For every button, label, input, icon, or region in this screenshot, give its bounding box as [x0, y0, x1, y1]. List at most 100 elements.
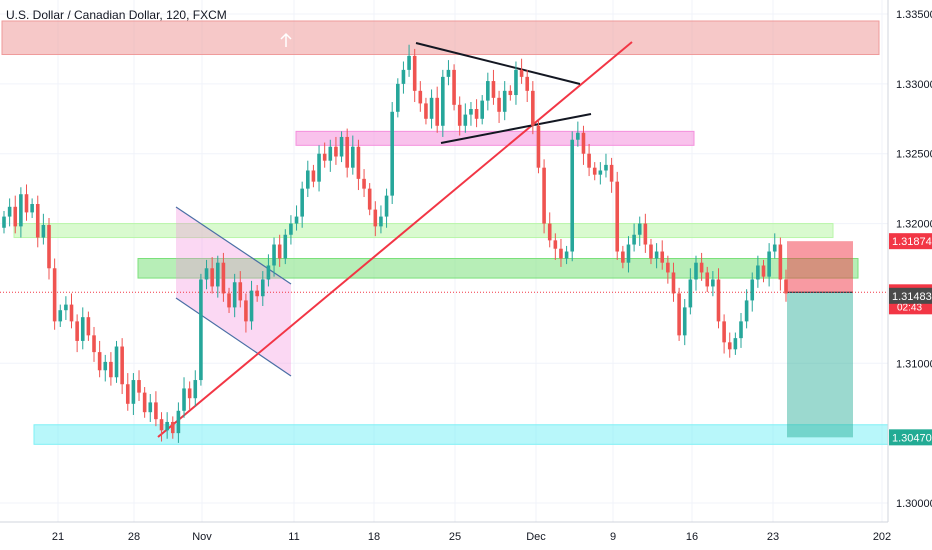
candle-body	[379, 216, 383, 227]
triangle-lower-line	[440, 113, 592, 144]
arrow-up-icon	[280, 32, 292, 47]
candle-body	[412, 55, 417, 91]
candle-body	[536, 125, 541, 168]
candle-body	[232, 282, 237, 308]
candle-body	[547, 223, 552, 241]
price-label-text: 1.31874	[892, 236, 932, 248]
time-tick-label: 21	[52, 531, 64, 543]
candle-body	[58, 310, 63, 322]
candle-body	[429, 97, 434, 119]
candle-body	[272, 244, 276, 266]
candle-body	[542, 167, 546, 224]
price-label-box	[889, 287, 932, 304]
candle-body	[531, 90, 535, 126]
candle-body	[469, 109, 473, 115]
candle-body	[418, 90, 423, 104]
candle-body	[778, 244, 783, 280]
candle-body	[345, 136, 349, 168]
candle-body	[407, 55, 411, 70]
candle-body	[80, 317, 85, 341]
candle-body	[694, 262, 698, 280]
trendline-red	[157, 41, 633, 438]
candle-body	[711, 279, 715, 287]
candle-body	[688, 279, 693, 308]
candle-body	[463, 114, 468, 126]
candle-body	[553, 240, 558, 249]
candle-body	[182, 388, 186, 411]
candle-body	[576, 132, 580, 140]
candle-body	[739, 321, 743, 339]
candle-body	[362, 178, 366, 189]
time-tick-label: 11	[288, 531, 299, 543]
candle-body	[514, 69, 518, 96]
candle-body	[654, 251, 659, 259]
candle-body	[97, 352, 102, 371]
candle-body	[328, 146, 333, 161]
candle-body	[615, 181, 620, 252]
candle-body	[756, 265, 760, 280]
candle-body	[637, 223, 642, 235]
candle-body	[131, 380, 136, 404]
candle-body	[238, 282, 243, 301]
stop-loss-area	[787, 241, 853, 293]
zone-rect	[13, 223, 834, 239]
price-label-box	[889, 233, 932, 250]
candle-body	[666, 262, 670, 273]
candle-body	[452, 69, 456, 105]
countdown-text: 02:43	[897, 302, 922, 313]
candle-body	[367, 188, 372, 210]
candle-body	[486, 81, 490, 101]
candle-body	[255, 290, 259, 297]
candle-body	[187, 388, 192, 399]
candle-body	[227, 293, 231, 308]
candle-body	[52, 268, 57, 322]
candle-body	[384, 195, 389, 217]
price-tick-label: 1.32500	[896, 149, 932, 161]
candle-body	[424, 103, 428, 119]
candle-body	[632, 234, 636, 245]
take-profit-area	[787, 292, 853, 438]
candle-body	[19, 194, 23, 227]
candle-body	[621, 251, 625, 263]
candle-body	[159, 419, 164, 431]
time-tick-label: Dec	[526, 531, 546, 543]
price-tick-label: 1.30000	[896, 498, 932, 510]
candle-body	[570, 139, 575, 252]
candle-body	[300, 188, 304, 217]
candle-body	[396, 83, 400, 112]
candle-body	[283, 234, 288, 259]
candle-body	[334, 146, 338, 157]
candle-body	[193, 380, 198, 399]
time-axis: 21 28 Nov 11 18 25 Dec 9 16 23 202	[52, 531, 891, 543]
price-label-text: 1.31483	[892, 291, 932, 303]
candle-body	[41, 224, 46, 238]
candle-body	[137, 380, 141, 393]
candle-body	[305, 170, 310, 189]
candle-body	[727, 342, 732, 350]
candle-body	[294, 216, 299, 224]
candle-body	[30, 204, 34, 213]
candle-body	[649, 244, 653, 259]
candle-body	[716, 279, 721, 322]
candle-body	[401, 69, 406, 84]
time-tick-label: 23	[767, 531, 779, 543]
candle-body	[103, 361, 108, 371]
time-tick-label: 202	[873, 531, 891, 543]
candle-body	[699, 262, 704, 273]
time-tick-label: 28	[128, 531, 140, 543]
candle-body	[733, 338, 738, 350]
time-tick-label: Nov	[192, 531, 212, 543]
candle-body	[13, 206, 18, 227]
candle-body	[92, 335, 96, 353]
candle-body	[772, 244, 777, 252]
candle-body	[643, 223, 648, 245]
position-tool	[787, 241, 853, 438]
candle-body	[260, 279, 265, 297]
candle-body	[289, 223, 293, 235]
time-tick-label: 25	[449, 531, 461, 543]
candle-body	[519, 69, 524, 77]
candle-body	[351, 146, 355, 168]
candle-body	[176, 410, 181, 434]
candle-body	[277, 244, 282, 259]
